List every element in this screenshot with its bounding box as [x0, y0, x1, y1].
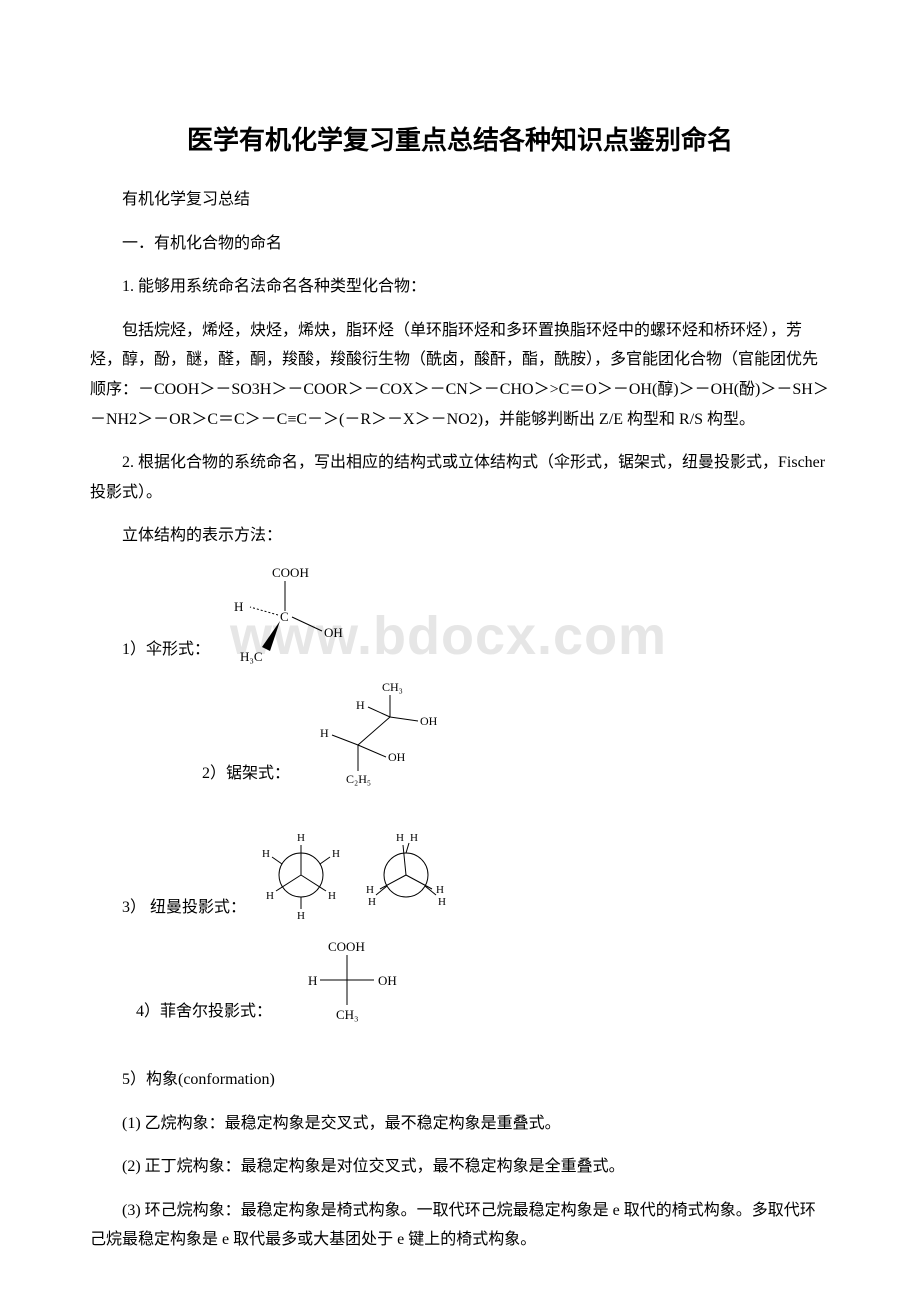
figure-4-fischer: 4）菲舍尔投影式： COOH H OH CH₃ — [104, 937, 830, 1027]
svg-text:CH₃: CH₃ — [382, 680, 403, 694]
svg-text:H: H — [262, 848, 270, 860]
figure-4-label: 4）菲舍尔投影式： — [104, 997, 272, 1027]
svg-text:H: H — [356, 698, 365, 712]
svg-text:C₂H₅: C₂H₅ — [346, 772, 371, 786]
svg-text:H: H — [410, 832, 418, 844]
svg-text:H: H — [297, 832, 305, 844]
para-1-1-body: 包括烷烃，烯烃，炔烃，烯炔，脂环烃（单环脂环烃和多环置换脂环烃中的螺环烃和桥环烃… — [90, 316, 830, 434]
para-conformation-heading: 5）构象(conformation) — [90, 1065, 830, 1095]
svg-text:H: H — [308, 973, 317, 988]
wedge-diagram: COOH C H OH H₃C — [210, 565, 360, 665]
fischer-diagram: COOH H OH CH₃ — [272, 937, 422, 1027]
svg-text:H: H — [368, 896, 376, 908]
svg-text:CH₃: CH₃ — [336, 1007, 359, 1022]
figure-1-wedge: 1）伞形式： COOH C H OH H₃C — [90, 565, 830, 665]
svg-text:OH: OH — [324, 625, 343, 640]
svg-text:COOH: COOH — [328, 939, 365, 954]
para-conf-2: (2) 正丁烷构象：最稳定构象是对位交叉式，最不稳定构象是全重叠式。 — [90, 1152, 830, 1182]
para-conf-1: (1) 乙烷构象：最稳定构象是交叉式，最不稳定构象是重叠式。 — [90, 1109, 830, 1139]
svg-text:H: H — [436, 884, 444, 896]
figure-3-label: 3） 纽曼投影式： — [90, 893, 246, 923]
figure-3-newman: 3） 纽曼投影式： H H H H H H H H H H — [90, 823, 830, 923]
para-intro: 有机化学复习总结 — [90, 185, 830, 215]
svg-text:H: H — [396, 832, 404, 844]
svg-text:OH: OH — [388, 750, 406, 764]
svg-text:COOH: COOH — [272, 565, 309, 580]
sawhorse-diagram: CH₃ H OH H OH C₂H₅ — [290, 679, 450, 789]
svg-text:H: H — [366, 884, 374, 896]
para-1-2: 2. 根据化合物的系统命名，写出相应的结构式或立体结构式（伞形式，锯架式，纽曼投… — [90, 448, 830, 507]
figure-2-label: 2）锯架式： — [170, 759, 290, 789]
svg-text:H: H — [438, 896, 446, 908]
svg-text:H: H — [328, 890, 336, 902]
svg-text:OH: OH — [420, 714, 438, 728]
figure-2-sawhorse: 2）锯架式： CH₃ H OH H OH C₂H₅ — [170, 679, 830, 789]
document-body: 医学有机化学复习重点总结各种知识点鉴别命名 有机化学复习总结 一．有机化合物的命… — [90, 120, 830, 1255]
newman-diagram: H H H H H H H H H H H H — [246, 823, 476, 923]
svg-text:H: H — [234, 599, 243, 614]
figure-1-label: 1）伞形式： — [90, 635, 210, 665]
para-conf-3: (3) 环己烷构象：最稳定构象是椅式构象。一取代环己烷最稳定构象是 e 取代的椅… — [90, 1196, 830, 1255]
svg-text:H: H — [320, 726, 329, 740]
svg-text:H: H — [266, 890, 274, 902]
svg-text:H: H — [332, 848, 340, 860]
svg-text:H: H — [297, 910, 305, 922]
section-1-heading: 一．有机化合物的命名 — [90, 229, 830, 259]
svg-text:H₃C: H₃C — [240, 649, 263, 664]
svg-text:C: C — [280, 609, 289, 624]
page-title: 医学有机化学复习重点总结各种知识点鉴别命名 — [90, 120, 830, 157]
svg-text:OH: OH — [378, 973, 397, 988]
para-1-1: 1. 能够用系统命名法命名各种类型化合物： — [90, 272, 830, 302]
para-stereo-heading: 立体结构的表示方法： — [90, 521, 830, 551]
